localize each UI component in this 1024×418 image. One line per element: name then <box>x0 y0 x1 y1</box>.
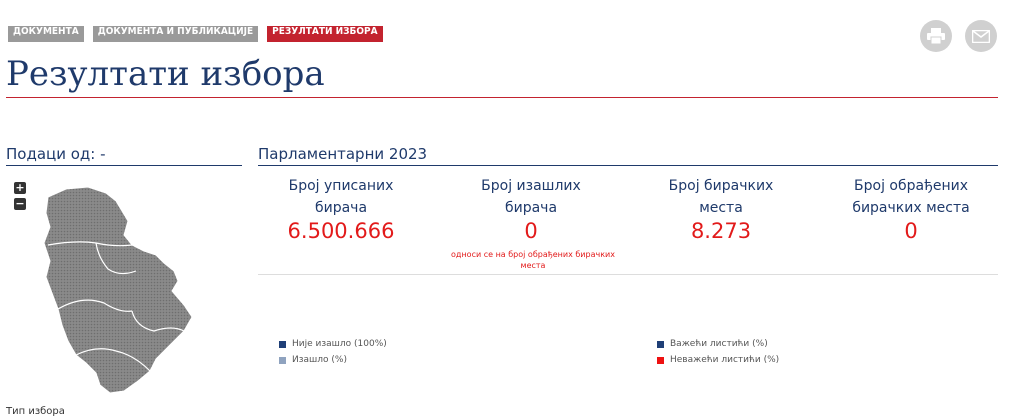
tab-election-results[interactable]: РЕЗУЛТАТИ ИЗБОРА <box>267 26 383 42</box>
legend-valid-ballots: Важећи листићи (%) <box>657 339 768 349</box>
voters-turnout-stat: Број изашлих бирача 0 <box>441 175 621 243</box>
stats-divider <box>258 274 998 275</box>
email-button[interactable] <box>965 20 997 52</box>
stat-label: Број изашлих <box>481 178 581 194</box>
data-from-header: Подаци од: - <box>6 145 242 166</box>
legend-swatch <box>657 340 664 348</box>
legend-swatch <box>657 356 664 364</box>
stat-value: 8.273 <box>690 219 752 243</box>
stat-label: места <box>699 200 743 216</box>
stat-value: 0 <box>524 219 538 243</box>
title-divider <box>6 97 998 98</box>
legend-label: Важећи листићи (%) <box>670 339 768 349</box>
legend-label: Није изашло (100%) <box>292 339 387 349</box>
tab-documents[interactable]: ДОКУМЕНТА <box>8 26 84 42</box>
legend-not-voted: Није изашло (100%) <box>279 339 387 349</box>
page-title: Резултати избора <box>6 54 325 94</box>
zoom-out-button[interactable]: − <box>14 197 26 210</box>
print-button[interactable] <box>920 20 952 52</box>
stat-label: бирача <box>504 200 558 216</box>
election-type-label: Тип избора <box>6 406 65 417</box>
legend-label: Изашло (%) <box>292 355 347 365</box>
turnout-note: односи се на број обрађених бирачких мес… <box>451 250 615 270</box>
stat-label: бирача <box>314 200 368 216</box>
stat-label: Број бирачких <box>668 178 774 194</box>
zoom-in-button[interactable]: + <box>14 181 26 194</box>
tab-documents-publications[interactable]: ДОКУМЕНТА И ПУБЛИКАЦИЈЕ <box>92 26 259 42</box>
map-of-serbia[interactable] <box>36 185 196 395</box>
document-tabs: ДОКУМЕНТА ДОКУМЕНТА И ПУБЛИКАЦИЈЕ РЕЗУЛТ… <box>8 26 383 42</box>
stat-value: 0 <box>904 219 918 243</box>
print-icon <box>927 28 945 44</box>
stat-value: 6.500.666 <box>287 219 395 243</box>
polling-stations-stat: Број бирачких места 8.273 <box>631 175 811 243</box>
stat-label: Број уписаних <box>288 178 394 194</box>
stat-label: Број обрађених <box>854 178 968 194</box>
legend-label: Неважећи листићи (%) <box>670 355 780 365</box>
mail-icon <box>972 29 990 43</box>
election-section-title: Парламентарни 2023 <box>258 145 998 166</box>
stat-label: бирачких места <box>852 200 970 216</box>
registered-voters-stat: Број уписаних бирача 6.500.666 <box>251 175 431 243</box>
legend-swatch <box>279 340 286 348</box>
legend-voted: Изашло (%) <box>279 355 347 365</box>
legend-invalid-ballots: Неважећи листићи (%) <box>657 355 779 365</box>
processed-stations-stat: Број обрађених бирачких места 0 <box>821 175 1001 243</box>
legend-swatch <box>279 356 286 364</box>
